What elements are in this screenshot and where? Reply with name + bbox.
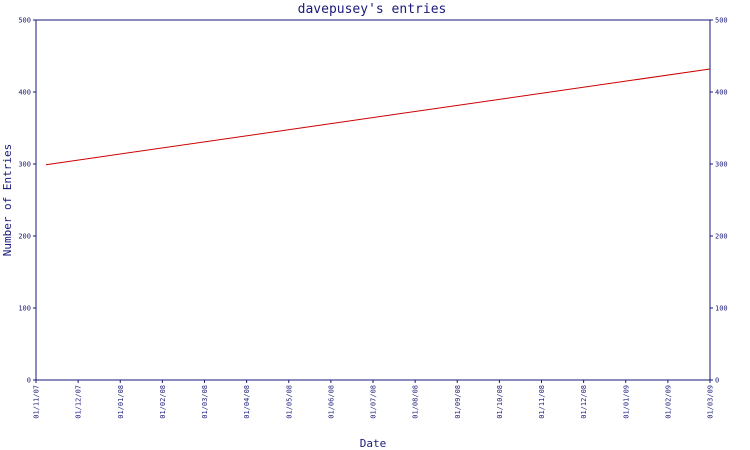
y-axis-label: Number of Entries bbox=[1, 144, 14, 257]
x-tick-label: 01/01/09 bbox=[622, 385, 630, 419]
x-tick-label: 01/03/09 bbox=[707, 385, 715, 419]
x-tick-label: 01/11/08 bbox=[538, 385, 546, 419]
x-tick-label: 01/03/08 bbox=[201, 385, 209, 419]
x-axis: 01/11/07 01/12/07 01/01/08 01/02/08 01/03/08… bbox=[33, 380, 715, 419]
y-tick-label-right: 200 bbox=[715, 233, 728, 241]
y-tick-label-right: 500 bbox=[715, 17, 728, 25]
y-tick-label-left: 400 bbox=[18, 89, 31, 97]
x-tick-label: 01/01/08 bbox=[117, 385, 125, 419]
x-tick-label: 01/04/08 bbox=[243, 385, 251, 419]
x-axis-label: Date bbox=[360, 437, 387, 450]
y-tick-label-left: 500 bbox=[18, 17, 31, 25]
x-tick-label: 01/07/08 bbox=[370, 385, 378, 419]
series-line bbox=[45, 68, 711, 166]
x-tick-label: 01/09/08 bbox=[454, 385, 462, 419]
y-tick-label-left: 300 bbox=[18, 161, 31, 169]
x-tick-label: 01/10/08 bbox=[496, 385, 504, 419]
y-tick-label-right: 300 bbox=[715, 161, 728, 169]
y-axis-right: 0 100 200 300 400 500 bbox=[710, 17, 728, 385]
x-tick-label: 01/12/07 bbox=[75, 385, 83, 419]
y-tick-label-right: 100 bbox=[715, 305, 728, 313]
x-tick-label: 01/12/08 bbox=[580, 385, 588, 419]
chart-title: davepusey's entries bbox=[298, 2, 447, 17]
y-tick-label-left: 100 bbox=[18, 305, 31, 313]
x-tick-label: 01/08/08 bbox=[412, 385, 420, 419]
y-tick-label-right: 400 bbox=[715, 89, 728, 97]
y-tick-label-left: 0 bbox=[27, 377, 31, 385]
x-tick-label: 01/02/08 bbox=[159, 385, 167, 419]
y-tick-label-left: 200 bbox=[18, 233, 31, 241]
x-tick-label: 01/11/07 bbox=[33, 385, 41, 419]
x-tick-label: 01/06/08 bbox=[327, 385, 335, 419]
y-tick-label-right: 0 bbox=[715, 377, 719, 385]
x-tick-label: 01/02/09 bbox=[664, 385, 672, 419]
series-layer bbox=[45, 68, 711, 166]
x-tick-label: 01/05/08 bbox=[285, 385, 293, 419]
